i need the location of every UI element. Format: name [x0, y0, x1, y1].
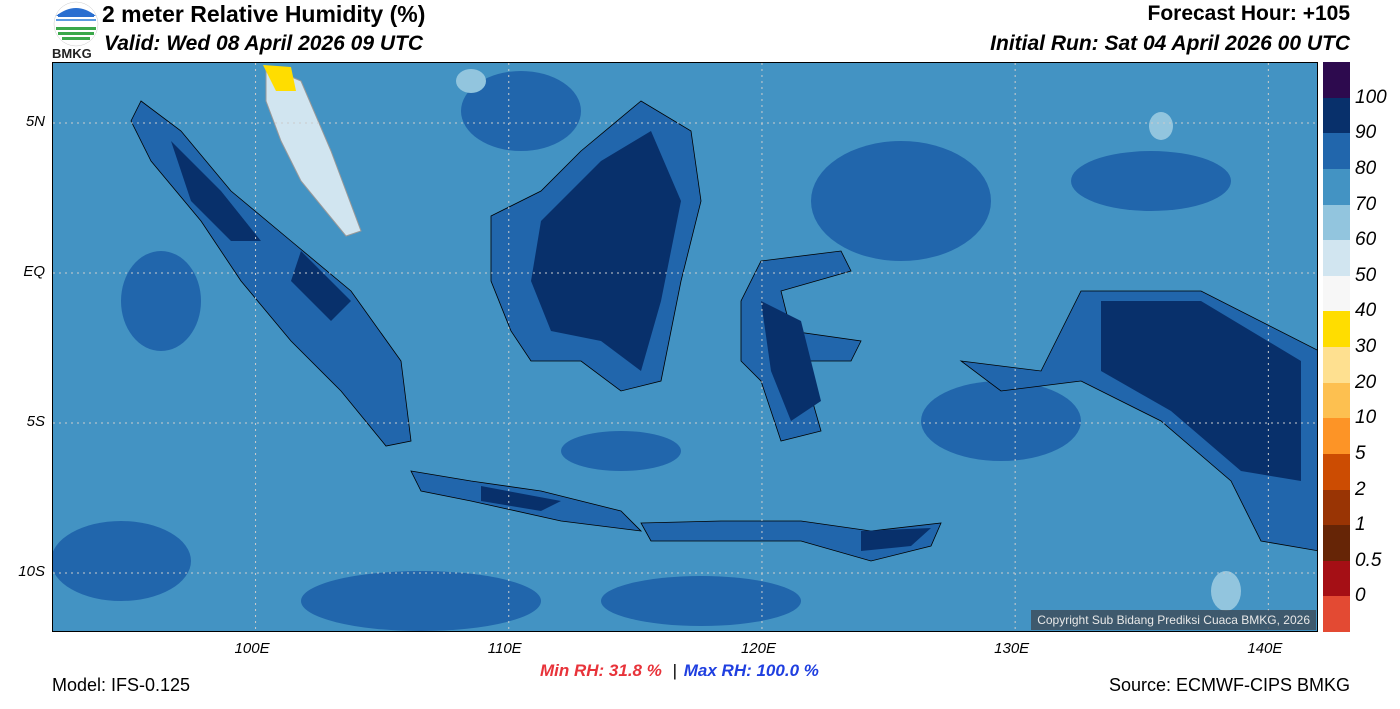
colorbar-bin — [1323, 453, 1350, 490]
colorbar-bin — [1323, 168, 1350, 205]
forecast-hour: Forecast Hour: +105 — [1147, 2, 1351, 25]
min-max-rh: Min RH: 31.8 % | Max RH: 100.0 % — [540, 661, 819, 681]
colorbar-label: 40 — [1355, 300, 1377, 322]
colorbar-bin — [1323, 133, 1350, 169]
colorbar-label: 70 — [1355, 193, 1377, 215]
colorbar-bin — [1323, 240, 1350, 276]
min-rh: Min RH: 31.8 % — [540, 661, 662, 680]
model-label: Model: IFS-0.125 — [52, 675, 191, 695]
colorbar-bin — [1323, 596, 1350, 632]
colorbar-label: 5 — [1355, 442, 1366, 464]
lon-tick-label: 130E — [994, 640, 1030, 657]
colorbar-label: 50 — [1355, 264, 1377, 286]
colorbar-label: 20 — [1355, 371, 1377, 393]
rh-60-70-areas — [456, 69, 1241, 611]
colorbar-bin — [1323, 418, 1350, 454]
colorbar-label: 2 — [1355, 478, 1366, 500]
valid-time: Valid: Wed 08 April 2026 09 UTC — [104, 32, 423, 55]
lon-tick-label: 100E — [234, 640, 270, 657]
lat-tick-label: 5N — [25, 113, 45, 130]
colorbar-bin — [1323, 311, 1350, 347]
graticule — [53, 63, 1317, 631]
map-title: 2 meter Relative Humidity (%) — [102, 1, 426, 27]
colorbar-bin — [1323, 560, 1350, 597]
colorbar-bin — [1323, 204, 1350, 241]
source-label: Source: ECMWF-CIPS BMKG — [1108, 675, 1350, 695]
rh-separator: | — [672, 661, 678, 680]
colorbar-bin — [1323, 525, 1350, 561]
colorbar-label: 90 — [1355, 122, 1377, 144]
colorbar-label: 100 — [1355, 86, 1387, 108]
copyright-notice: Copyright Sub Bidang Prediksi Cuaca BMKG… — [1031, 610, 1316, 630]
humidity-map — [52, 62, 1318, 632]
colorbar-label: 10 — [1355, 407, 1377, 429]
colorbar-label: 80 — [1355, 157, 1377, 179]
max-rh: Max RH: 100.0 % — [683, 661, 819, 680]
lon-tick-label: 120E — [740, 640, 776, 657]
initial-run: Initial Run: Sat 04 April 2026 00 UTC — [990, 32, 1350, 55]
map-canvas — [53, 63, 1317, 631]
colorbar-bin — [1323, 62, 1350, 98]
colorbar-bin — [1323, 97, 1350, 134]
colorbar — [1323, 62, 1350, 632]
colorbar-bin — [1323, 382, 1350, 419]
lon-tick-label: 140E — [1247, 640, 1283, 657]
colorbar-bin — [1323, 489, 1350, 526]
colorbar-label: 0.5 — [1355, 549, 1382, 571]
malay-peninsula — [265, 65, 362, 237]
colorbar-label: 0 — [1355, 585, 1366, 607]
bmkg-logo: BMKG — [52, 0, 100, 61]
rh-90-100-areas — [171, 131, 1301, 551]
bmkg-logo-icon — [53, 1, 99, 47]
lon-tick-label: 110E — [487, 640, 522, 657]
lat-tick-label: 5S — [26, 413, 45, 430]
lat-tick-label: EQ — [23, 263, 45, 280]
lat-tick-label: 10S — [18, 563, 45, 580]
rh-80-90-areas — [53, 71, 1231, 631]
colorbar-label: 30 — [1355, 336, 1377, 357]
colorbar-bin — [1323, 347, 1350, 383]
colorbar-label: 1 — [1355, 514, 1366, 536]
colorbar-label: 60 — [1355, 229, 1377, 251]
logo-text: BMKG — [52, 46, 92, 61]
colorbar-bin — [1323, 275, 1350, 312]
